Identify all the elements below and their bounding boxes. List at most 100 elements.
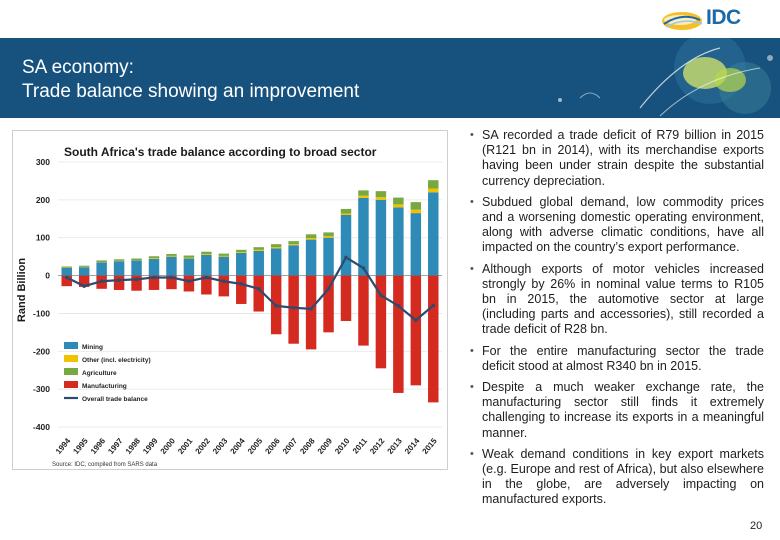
x-tick-label: 1998 [124,436,143,456]
bar-manufacturing [375,275,387,369]
line-point [274,304,278,308]
y-axis-label: Rand Billion [16,258,28,322]
bar-mining [358,197,369,276]
line-point [64,275,69,280]
line-point [187,279,191,284]
bullet-item: Despite a much weaker exchange rate, the… [468,380,764,441]
bar-other [288,244,299,246]
bar-other [270,247,282,249]
bar-other [236,252,247,253]
bar-other [410,209,422,214]
line-point [99,279,104,284]
bar-agriculture [393,197,404,205]
chart-frame [12,130,448,470]
bar-manufacturing [61,275,72,287]
bar-other [375,197,387,200]
bar-mining [340,215,352,276]
bar-manufacturing [253,275,264,312]
line-point [326,287,331,291]
x-tick-label: 1995 [71,436,90,456]
bar-mining [323,237,334,276]
bar-mining [305,239,317,276]
line-point [82,284,86,288]
bar-other [393,204,404,208]
legend-swatch [64,342,78,349]
bar-manufacturing [201,275,212,295]
bar-other [218,255,230,257]
legend-swatch [64,355,78,362]
x-tick-label: 2015 [420,436,439,456]
x-tick-label: 2009 [316,436,335,456]
bar-agriculture [428,180,439,189]
bar-other [201,253,212,255]
bar-other [305,238,317,240]
bar-manufacturing [183,275,195,292]
line-point [204,275,209,280]
bar-manufacturing [305,275,317,350]
bar-agriculture [148,256,160,259]
y-tick-label: 300 [36,157,50,167]
bar-other [428,188,439,193]
line-point [291,305,296,310]
bar-mining [61,268,72,276]
legend-label: Manufacturing [82,383,127,390]
bar-mining [201,254,212,276]
decorative-foliage-art [558,38,773,117]
bar-mining [375,199,387,276]
line-point [134,277,139,282]
bar-manufacturing [340,275,352,321]
bullet-item: SA recorded a trade deficit of R79 billi… [468,128,764,189]
bar-mining [166,256,177,276]
bar-mining [288,245,299,276]
line-point [414,318,418,323]
bar-mining [428,192,439,276]
bar-manufacturing [148,275,160,290]
bar-mining [78,267,90,276]
x-tick-label: 2001 [176,436,195,456]
bar-manufacturing [218,275,230,297]
bar-other [166,255,177,257]
bar-agriculture [96,260,107,262]
header-banner: SA economy: Trade balance showing an imp… [0,38,780,118]
bar-agriculture [270,244,282,248]
bar-agriculture [288,241,299,245]
chart-source: Source: IDC, compiled from SARS data [52,462,158,468]
x-tick-label: 2006 [263,436,282,456]
bar-agriculture [61,266,72,268]
bar-manufacturing [288,275,299,344]
bar-other [340,213,352,215]
bar-manufacturing [428,275,439,403]
line-point [222,279,226,284]
bar-manufacturing [358,275,369,346]
x-tick-label: 1997 [106,436,125,456]
bar-manufacturing [410,275,422,386]
bar-other [323,236,334,238]
line-point [379,293,383,298]
line-point [396,304,401,308]
bar-mining [96,262,107,276]
bar-agriculture [131,258,142,261]
x-tick-label: 2012 [368,436,387,456]
bullet-item: Subdued global demand, low commodity pri… [468,195,764,256]
bar-agriculture [166,253,177,256]
page-title: SA economy: Trade balance showing an imp… [22,56,359,104]
x-tick-label: 1996 [89,436,108,456]
bar-agriculture [358,190,369,196]
x-tick-label: 2005 [246,436,265,456]
line-point [344,255,348,260]
y-tick-label: -100 [33,308,50,318]
bar-agriculture [113,259,125,261]
trade-balance-chart: South Africa's trade balance according t… [16,145,442,468]
bar-mining [393,207,404,276]
bullet-item: Weak demand conditions in key export mar… [468,447,764,508]
bar-mining [410,213,422,276]
legend-label: Other (incl. electricity) [82,357,151,364]
idc-logo-emblem [662,12,703,30]
bar-agriculture [253,247,264,250]
y-tick-label: -400 [33,422,50,432]
legend-swatch [64,381,78,388]
line-point [309,307,313,311]
bar-mining [113,261,125,276]
bar-agriculture [305,234,317,239]
bar-agriculture [410,202,422,210]
